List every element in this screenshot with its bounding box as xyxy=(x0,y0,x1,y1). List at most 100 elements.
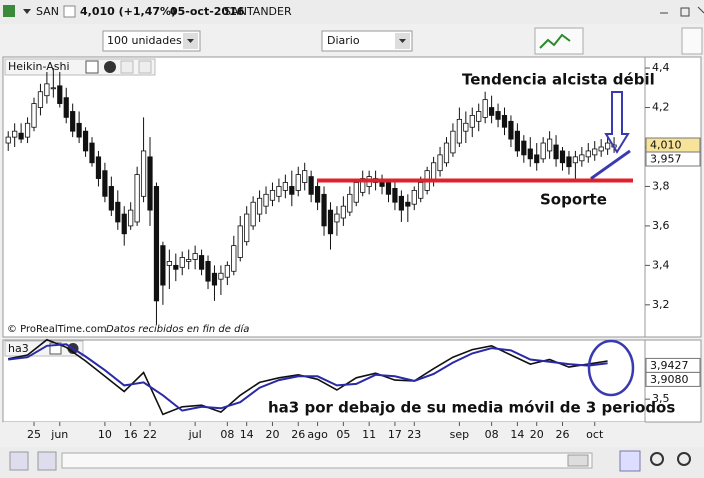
x-tick-label: jun xyxy=(50,428,68,441)
panel-button[interactable] xyxy=(85,60,99,74)
dropdown-arrow xyxy=(23,9,31,14)
y-tick-label: 3,2 xyxy=(652,298,670,311)
x-tick-label: ago xyxy=(307,428,328,441)
side-button[interactable] xyxy=(681,27,703,55)
date-axis xyxy=(3,422,645,444)
symbol[interactable]: SAN xyxy=(36,5,59,18)
x-tick-label: 14 xyxy=(240,428,254,441)
candle-body xyxy=(501,115,508,128)
candle-body xyxy=(289,186,295,195)
last-value-label: 3,9427 xyxy=(650,359,689,372)
panel-button[interactable] xyxy=(120,60,134,74)
candle-body xyxy=(456,118,462,144)
candle-body xyxy=(140,150,147,197)
candle-body xyxy=(605,142,611,150)
window-buttons[interactable] xyxy=(660,6,704,17)
info-icon[interactable] xyxy=(63,5,76,18)
x-tick-label: 05 xyxy=(336,428,350,441)
candle-body xyxy=(334,213,340,223)
candle-body xyxy=(482,99,488,118)
candle-body xyxy=(70,111,76,132)
candle-body xyxy=(469,115,475,128)
candle-body xyxy=(405,201,411,207)
candle-body xyxy=(476,111,482,122)
period-select[interactable] xyxy=(321,30,413,52)
quantity: 100 unidades xyxy=(107,34,182,47)
candle-body xyxy=(514,130,520,152)
candle-body xyxy=(198,255,205,270)
last-value-label: 3,9080 xyxy=(650,373,689,386)
candle-body xyxy=(57,85,63,104)
candle-body xyxy=(95,156,102,179)
candle-body xyxy=(269,189,276,201)
candle-body xyxy=(263,193,269,207)
panel-title: ha3 xyxy=(8,342,29,355)
price-axis xyxy=(644,56,702,338)
quantity-select[interactable] xyxy=(102,30,201,52)
x-tick-label: 25 xyxy=(27,428,41,441)
candle-body xyxy=(82,130,89,152)
panel-title: Heikin-Ashi xyxy=(8,60,70,73)
candle-body xyxy=(495,111,501,120)
candle-body xyxy=(44,83,50,97)
candle-body xyxy=(431,162,437,181)
annotation-arrow xyxy=(604,91,630,154)
candle-body xyxy=(547,138,553,152)
tool-button[interactable] xyxy=(37,451,57,471)
candle-body xyxy=(540,142,546,160)
zoom-in[interactable] xyxy=(677,452,691,466)
scrollbar[interactable] xyxy=(61,452,593,469)
title-bar xyxy=(0,0,704,24)
zoom-out[interactable] xyxy=(650,452,664,466)
candle-body xyxy=(385,182,392,195)
x-tick-label: 16 xyxy=(124,428,138,441)
select-arrow xyxy=(399,39,406,43)
candle-body xyxy=(314,186,321,203)
candle-body xyxy=(572,156,578,164)
candle-body xyxy=(398,195,404,211)
candle-body xyxy=(508,120,514,140)
zoom-button[interactable] xyxy=(619,450,641,472)
tool-button[interactable] xyxy=(9,451,29,471)
candle-body xyxy=(489,107,495,116)
candle-body xyxy=(147,156,153,211)
candle-body xyxy=(128,209,134,227)
company-name: SANTANDER xyxy=(224,5,292,18)
indicator-note: ha3 por debajo de su media móvil de 3 pe… xyxy=(268,399,675,417)
candle-body xyxy=(18,132,24,140)
candle-body xyxy=(302,170,308,183)
candle-body xyxy=(218,272,224,280)
candle-body xyxy=(521,140,527,156)
candle-body xyxy=(179,257,185,268)
candle-body xyxy=(553,144,559,160)
candle-body xyxy=(282,182,288,191)
candle-body xyxy=(256,197,263,215)
copyright: © ProRealTime.com xyxy=(7,324,107,335)
candle-body xyxy=(192,253,198,260)
candle-body xyxy=(237,225,243,258)
close-button[interactable] xyxy=(104,61,116,73)
trend-line xyxy=(590,149,631,180)
chart-icon xyxy=(539,33,571,49)
candle-body xyxy=(321,193,327,227)
candle-body xyxy=(224,264,230,278)
candle-body xyxy=(437,154,443,172)
annotation-circle xyxy=(587,339,635,397)
y-tick-label: 4,4 xyxy=(652,61,670,74)
x-tick-label: 20 xyxy=(265,428,279,441)
candle-body xyxy=(392,188,398,203)
indicator-line xyxy=(8,343,608,412)
candle-body xyxy=(12,130,18,138)
scroll-thumb[interactable] xyxy=(567,454,589,467)
candle-body xyxy=(115,201,121,223)
candle-body xyxy=(186,259,192,262)
chart-type-button[interactable] xyxy=(534,27,584,55)
panel-button[interactable] xyxy=(138,60,152,74)
y-tick-label: 4,2 xyxy=(652,101,670,114)
candle-body xyxy=(340,205,346,219)
candle-body xyxy=(205,261,211,282)
candle-body xyxy=(76,122,82,138)
support-label: Soporte xyxy=(540,191,607,209)
candle-body xyxy=(134,174,140,223)
